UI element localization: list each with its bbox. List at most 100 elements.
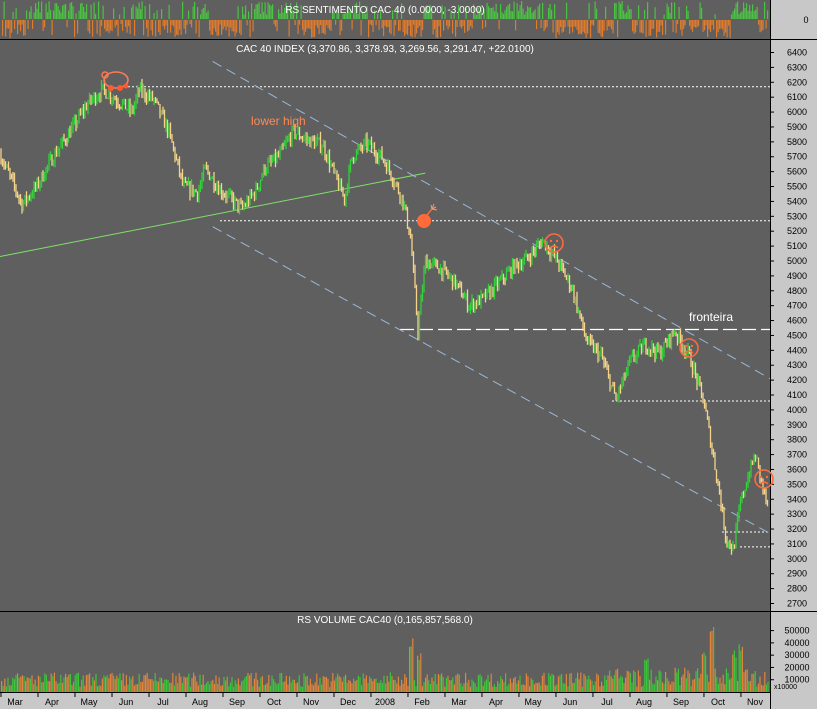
x-tick-label: Feb xyxy=(414,697,430,707)
sentiment-bar xyxy=(140,9,142,19)
sentiment-bar xyxy=(413,20,415,25)
volume-bar xyxy=(188,673,190,692)
volume-bar xyxy=(631,682,633,692)
volume-bar xyxy=(517,680,519,692)
volume-bar xyxy=(133,685,135,692)
sentiment-bar xyxy=(443,20,445,31)
sentiment-bar xyxy=(201,9,203,19)
volume-bar xyxy=(588,675,590,692)
sentiment-bar xyxy=(317,20,319,28)
volume-bar xyxy=(250,673,252,692)
sentiment-bar xyxy=(339,20,341,36)
sentiment-bar xyxy=(710,20,712,32)
sentiment-bar xyxy=(207,10,209,19)
sentiment-bar xyxy=(204,4,206,20)
sentiment-bar xyxy=(150,20,152,31)
sentiment-bar xyxy=(75,13,77,19)
sentiment-bar xyxy=(575,20,577,27)
volume-bar xyxy=(661,682,663,692)
volume-bar xyxy=(15,675,17,692)
volume-bar xyxy=(210,681,212,692)
volume-bar xyxy=(426,674,428,692)
volume-bar xyxy=(673,682,675,692)
sentiment-bar xyxy=(569,20,571,34)
sentiment-bar xyxy=(539,3,541,19)
sentiment-bar xyxy=(74,20,76,38)
volume-bar xyxy=(565,674,567,692)
x-tick-label: Apr xyxy=(45,697,59,707)
volume-bar xyxy=(369,676,371,692)
sentiment-bar xyxy=(567,20,569,27)
volume-bar xyxy=(335,677,337,692)
sentiment-bar xyxy=(111,20,113,32)
sentiment-bar xyxy=(746,3,748,19)
sentiment-bar xyxy=(326,20,328,26)
volume-bar xyxy=(285,675,287,692)
volume-bar xyxy=(445,678,447,692)
sentiment-bar xyxy=(474,13,476,19)
sentiment-bar xyxy=(227,20,229,27)
x-tick-label: Oct xyxy=(267,697,282,707)
x-tick-label: Aug xyxy=(636,697,652,707)
volume-bar xyxy=(157,681,159,692)
volume-bar xyxy=(477,675,479,692)
sentiment-bar xyxy=(549,4,551,19)
volume-bar xyxy=(490,673,492,692)
sentiment-bar xyxy=(743,2,745,20)
volume-bar xyxy=(577,672,579,692)
volume-bar xyxy=(727,672,729,692)
volume-bar xyxy=(501,679,503,692)
volume-bar xyxy=(325,676,327,692)
sentiment-bar xyxy=(552,20,554,33)
volume-bar xyxy=(463,683,465,692)
x-tick-label: Jun xyxy=(119,697,134,707)
sentiment-bar xyxy=(6,20,8,29)
volume-bar xyxy=(135,684,137,692)
sentiment-bar xyxy=(458,4,460,19)
volume-bar xyxy=(164,679,166,692)
volume-bar xyxy=(317,685,319,692)
volume-bar xyxy=(380,680,382,692)
volume-bar xyxy=(599,686,601,692)
volume-bar xyxy=(663,683,665,692)
volume-bar xyxy=(17,673,19,692)
sentiment-bar xyxy=(396,9,398,19)
price-bars xyxy=(0,78,769,555)
volume-bar xyxy=(212,679,214,692)
volume-y-tick-label: 50000 xyxy=(784,626,809,636)
sentiment-bar xyxy=(146,20,148,29)
sentiment-bar xyxy=(506,6,508,19)
volume-bar xyxy=(349,681,351,692)
sentiment-bar xyxy=(689,20,691,26)
sentiment-bar xyxy=(765,20,767,29)
volume-bar xyxy=(562,683,564,692)
sentiment-bar xyxy=(600,20,602,37)
sentiment-bar xyxy=(725,20,727,33)
volume-bar xyxy=(730,678,732,692)
sentiment-bar xyxy=(300,5,302,19)
sentiment-bar xyxy=(465,6,467,19)
volume-bar xyxy=(402,683,404,692)
volume-bar xyxy=(620,675,622,692)
sentiment-bar xyxy=(504,10,506,19)
sentiment-bar xyxy=(171,20,173,26)
volume-bar xyxy=(180,676,182,692)
sentiment-bar xyxy=(20,20,22,32)
sentiment-bar xyxy=(737,1,739,19)
volume-bar xyxy=(701,654,703,692)
volume-bar xyxy=(495,686,497,692)
volume-bar xyxy=(314,682,316,692)
volume-bar xyxy=(298,675,300,692)
volume-bar xyxy=(84,685,86,692)
sentiment-bar xyxy=(524,14,526,19)
price-panel xyxy=(0,40,770,611)
volume-bar xyxy=(345,674,347,692)
volume-bar xyxy=(575,678,577,692)
volume-title: RS VOLUME CAC40 (0,165,857,568.0) xyxy=(297,615,473,626)
sentiment-bar xyxy=(716,20,718,38)
sentiment-bar xyxy=(104,20,106,29)
volume-bar xyxy=(522,684,524,692)
sentiment-bar xyxy=(170,20,172,33)
volume-bar xyxy=(708,681,710,692)
volume-bar xyxy=(221,685,223,692)
